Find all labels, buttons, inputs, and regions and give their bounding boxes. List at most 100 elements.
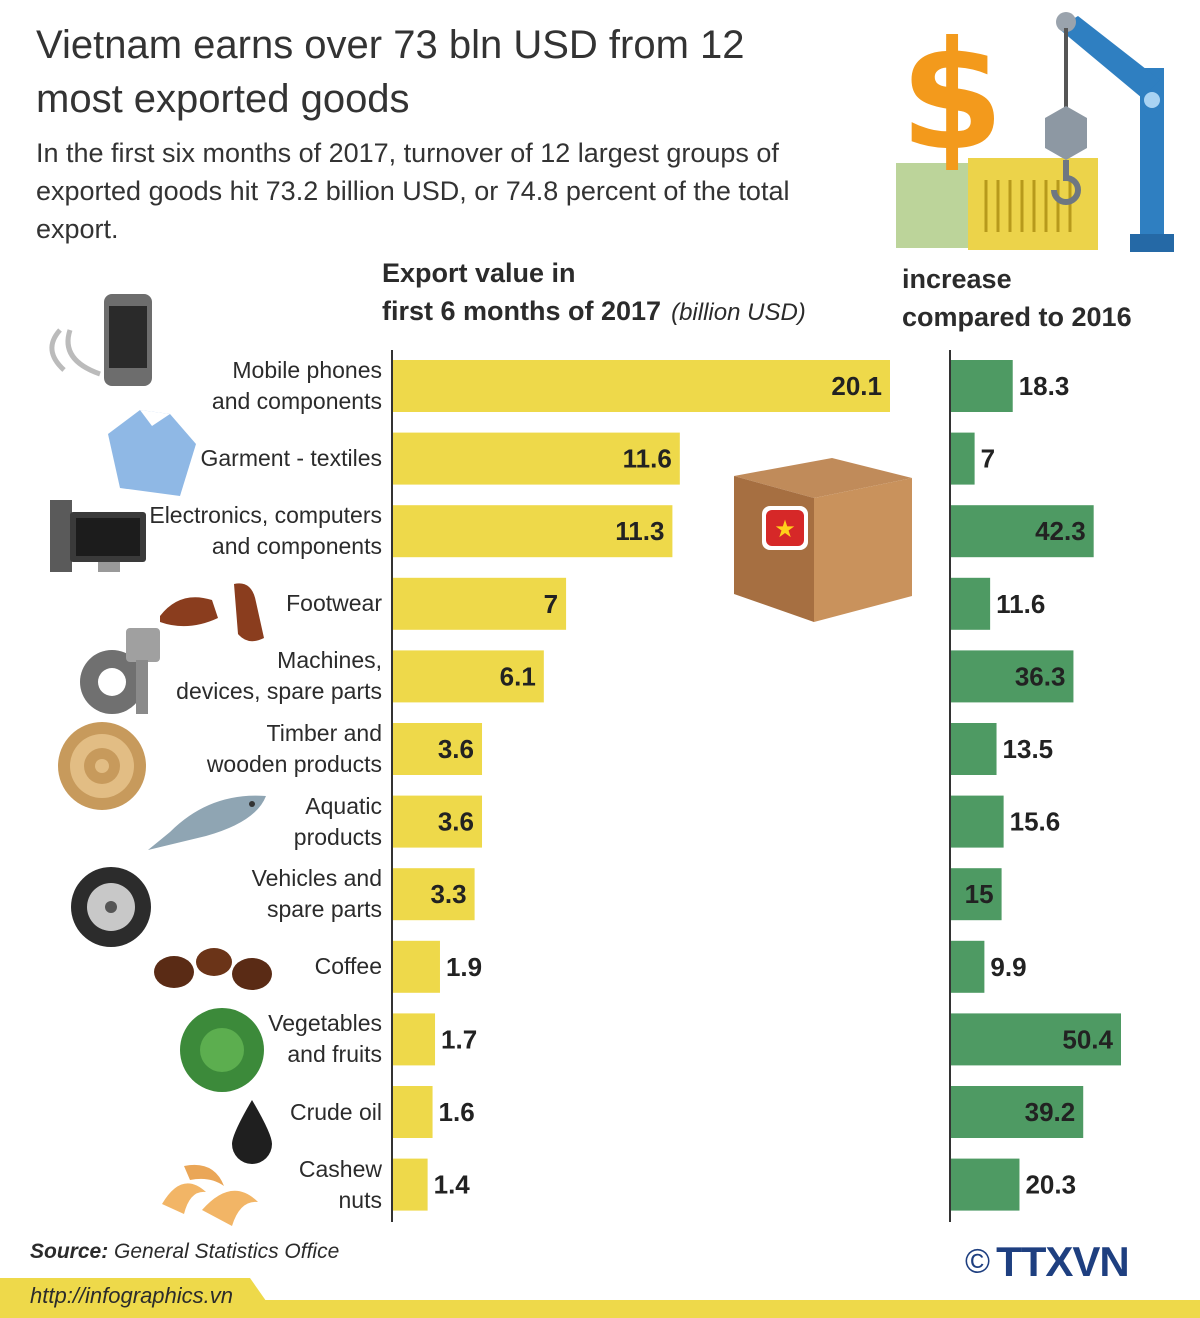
gear-piston-icon	[80, 628, 160, 714]
export-value-label: 3.6	[438, 734, 474, 764]
category-label: Machines, devices, spare parts	[142, 645, 382, 707]
wood-log-icon	[58, 722, 146, 810]
increase-bar	[951, 650, 1074, 703]
export-bar	[393, 505, 673, 558]
category-label-line: Machines,	[277, 647, 382, 674]
category-label: Aquatic products	[142, 791, 382, 853]
export-value-label: 1.9	[446, 952, 482, 982]
computer-icon	[50, 500, 146, 572]
category-label-line: products	[293, 823, 382, 850]
category-label-line: Timber and	[266, 720, 382, 746]
category-label: Mobile phones and components	[142, 355, 382, 417]
category-label-line: Vehicles and	[251, 865, 382, 892]
increase-value-label: 15	[965, 879, 994, 909]
cabbage-icon	[180, 1008, 264, 1092]
copyright-symbol: ©	[965, 1242, 991, 1281]
export-bar	[393, 868, 475, 921]
increase-value-label: 9.9	[990, 952, 1026, 982]
category-label-line: and components	[211, 533, 382, 560]
dollar-crane-icon: $	[896, 10, 1174, 252]
chart-subtitle: In the first six months of 2017, turnove…	[36, 138, 790, 244]
shirt-icon	[108, 410, 196, 496]
export-value-label: 1.6	[439, 1097, 475, 1127]
increase-bar	[951, 1158, 1020, 1211]
tire-icon	[71, 867, 151, 947]
increase-bar	[951, 1013, 1121, 1066]
export-bar	[393, 1013, 436, 1066]
increase-bar	[951, 360, 1013, 412]
export-value-label: 11.3	[615, 516, 664, 546]
increase-value-label: 39.2	[1025, 1097, 1076, 1127]
increase-header: increase compared to 2016	[902, 260, 1132, 336]
shoe-icon	[160, 583, 264, 642]
increase-bar	[951, 577, 991, 630]
increase-value-label: 20.3	[1025, 1170, 1076, 1200]
increase-bar	[951, 432, 975, 485]
export-value-label: 3.6	[438, 807, 474, 837]
export-bar	[393, 1158, 428, 1211]
category-label-line: Cashew	[298, 1155, 382, 1182]
increase-bars: 18.3 7 42.3 11.6 36.3 13.5 15.6 15 9.9 50.4 39.2 20…	[951, 360, 1121, 1211]
cashew-icon	[162, 1164, 258, 1226]
category-label: Electronics, computers and components	[142, 500, 382, 562]
export-bar	[393, 795, 483, 848]
mobile-phone-icon	[49, 294, 152, 386]
increase-bar	[951, 505, 1094, 558]
svg-text:★: ★	[774, 515, 796, 543]
increase-value-label: 7	[981, 444, 995, 474]
category-label-line: Vegetables	[268, 1010, 382, 1037]
source-label: Source:	[30, 1240, 109, 1263]
export-value-label: 11.6	[623, 444, 672, 474]
category-label: Garment - textiles	[142, 443, 383, 474]
increase-bar	[951, 940, 985, 993]
increase-value-label: 15.6	[1010, 807, 1061, 837]
category-label: Vegetables and fruits	[142, 1008, 382, 1070]
export-bar	[393, 360, 890, 412]
export-value-label: 3.3	[430, 879, 466, 909]
increase-value-label: 50.4	[1062, 1024, 1113, 1054]
oil-drop-icon	[232, 1100, 272, 1164]
increase-value-label: 42.3	[1035, 516, 1086, 546]
category-label-line: Garment - textiles	[200, 445, 383, 472]
export-header: Export value in first 6 months of 2017 (b…	[382, 254, 806, 332]
increase-header-line2: compared to 2016	[902, 302, 1132, 332]
category-label-line: Aquatic	[305, 792, 382, 819]
increase-value-label: 36.3	[1015, 661, 1066, 691]
category-label: Cashew nuts	[142, 1154, 382, 1216]
export-value-label: 6.1	[500, 661, 536, 691]
category-label-line: spare parts	[266, 896, 382, 923]
footer-url[interactable]: http://infographics.vn	[30, 1283, 234, 1308]
category-label-line: Coffee	[314, 953, 382, 980]
category-label-line: Mobile phones	[232, 357, 382, 383]
export-value-label: 1.4	[434, 1170, 471, 1200]
coffee-beans-icon	[154, 948, 272, 990]
fish-icon	[148, 795, 266, 850]
category-label: Coffee	[142, 951, 382, 982]
increase-header-line1: increase	[902, 264, 1012, 294]
source-note: Source: General Statistics Office	[30, 1240, 339, 1264]
chart-title: Vietnam earns over 73 bln USD from 12 mo…	[36, 23, 745, 121]
increase-bar	[951, 723, 997, 775]
export-value-label: 20.1	[831, 371, 882, 401]
export-bars: 20.1 11.6 11.3 7 6.1 3.6 3.6 3.3 1.9 1.7 1.6 1.4	[393, 360, 890, 1211]
export-bar	[393, 432, 680, 485]
category-label-line: wooden products	[206, 751, 382, 777]
export-bar	[393, 577, 567, 630]
export-bar	[393, 940, 440, 993]
export-header-line1: Export value in	[382, 258, 576, 288]
increase-value-label: 13.5	[1003, 734, 1054, 764]
category-label: Timber and wooden products	[142, 718, 382, 780]
export-bar	[393, 723, 483, 775]
increase-bar	[951, 868, 1002, 921]
category-label-line: Electronics, computers	[149, 502, 382, 529]
export-bar	[393, 650, 544, 703]
svg-text:$: $	[900, 10, 1004, 184]
increase-value-label: 11.6	[996, 589, 1045, 619]
export-value-label: 7	[544, 589, 558, 619]
category-label-line: and components	[211, 388, 382, 414]
category-label-line: Footwear	[286, 590, 382, 617]
logo-brand: TTXVN	[996, 1238, 1130, 1285]
category-label-line: devices, spare parts	[176, 678, 382, 705]
export-bar	[393, 1086, 433, 1138]
